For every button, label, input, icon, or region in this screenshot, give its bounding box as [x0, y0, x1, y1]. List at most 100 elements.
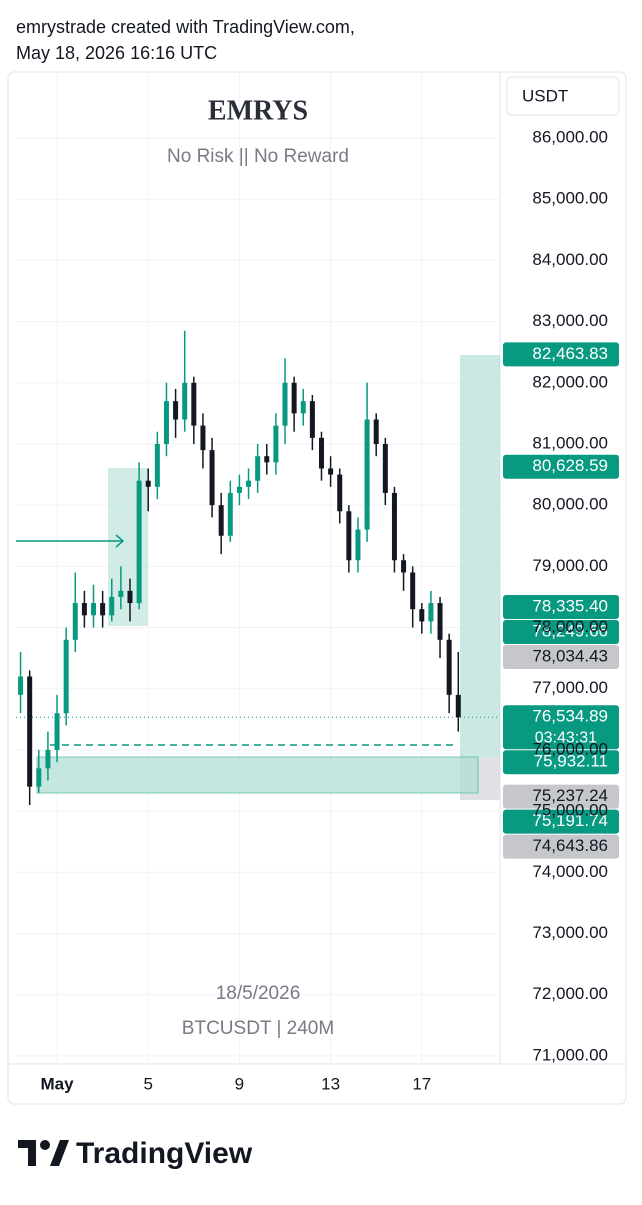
- watermark: BTCUSDT | 240M: [182, 1018, 334, 1039]
- y-tick-label: 78,000.00: [532, 617, 608, 636]
- watermark: 18/5/2026: [216, 983, 301, 1004]
- candle-body: [72, 603, 78, 640]
- candle-body: [246, 480, 252, 487]
- candle-body: [236, 486, 242, 493]
- x-tick-label: 9: [235, 1074, 244, 1093]
- candle-body: [154, 443, 160, 487]
- y-tick-label: 71,000.00: [532, 1045, 608, 1064]
- candle-body: [182, 382, 188, 420]
- candle-body: [382, 443, 388, 493]
- currency: USDT: [522, 86, 568, 105]
- candle-body: [419, 609, 425, 622]
- y-tick-label: 82,000.00: [532, 372, 608, 391]
- price-labels: 82,463.8380,628.5978,335.4078,249.6678,0…: [503, 342, 619, 859]
- x-tick-label: 5: [143, 1074, 152, 1093]
- candle-body: [54, 713, 60, 750]
- candle-body: [364, 419, 370, 530]
- price-label: 78,249.66: [532, 622, 608, 641]
- candle-body: [45, 749, 51, 769]
- candle-body: [309, 401, 315, 438]
- candles: [16, 330, 500, 806]
- candle-body: [18, 676, 24, 695]
- candle-body: [109, 596, 115, 616]
- header-line: emrystrade created with TradingView.com,: [16, 17, 355, 37]
- price-label: 75,932.11: [534, 752, 608, 771]
- demand-zone: [36, 756, 479, 794]
- candle-body: [227, 492, 233, 536]
- y-tick-label: 80,000.00: [532, 495, 608, 514]
- candle-body: [300, 401, 306, 414]
- candle-body: [401, 560, 407, 573]
- candle-body: [209, 450, 215, 506]
- candle-body: [318, 437, 324, 469]
- candle-body: [428, 603, 434, 622]
- candle-body: [437, 603, 443, 640]
- candle-body: [255, 456, 261, 481]
- candle-body: [27, 676, 33, 787]
- candle-body: [346, 511, 352, 561]
- candle-body: [391, 492, 397, 561]
- price-label-box: [503, 784, 619, 809]
- price-label-box: [503, 620, 619, 645]
- price-label-box: [503, 809, 619, 834]
- candle-body: [410, 572, 416, 610]
- candle-body: [218, 505, 224, 536]
- candle-body: [173, 401, 179, 420]
- candle-body: [145, 480, 151, 487]
- price-label-box: [503, 750, 619, 775]
- countdown: 03:43:31: [535, 729, 597, 746]
- candle-body: [63, 639, 69, 714]
- currency-box: [506, 76, 620, 116]
- candle-body: [455, 694, 461, 718]
- candle-body: [191, 382, 197, 426]
- candle-body: [446, 639, 452, 695]
- y-tick-label: 76,000.00: [532, 739, 608, 758]
- x-tick-label: 13: [321, 1074, 340, 1093]
- price-label-box: [503, 834, 619, 859]
- arrow-head: [115, 534, 125, 548]
- candle-body: [118, 590, 124, 597]
- candle-body: [373, 419, 379, 444]
- candle-body: [328, 468, 334, 475]
- candle-body: [337, 474, 343, 512]
- candle-body: [91, 603, 97, 616]
- candle-body: [282, 382, 288, 426]
- chart-title: EMRYS: [208, 95, 308, 126]
- grid: [16, 72, 500, 1064]
- y-tick-label: 75,000.00: [532, 801, 608, 820]
- candle-body: [291, 382, 297, 414]
- price-label-box: [503, 342, 619, 367]
- y-tick-label: 81,000.00: [532, 433, 608, 452]
- price-label: 78,034.43: [532, 647, 608, 666]
- y-tick-label: 77,000.00: [532, 678, 608, 697]
- price-label-box: [503, 454, 619, 479]
- y-tick-label: 85,000.00: [532, 189, 608, 208]
- price-label: 75,237.24: [532, 786, 608, 805]
- x-tick-label: May: [40, 1074, 74, 1093]
- candle-body: [163, 401, 169, 444]
- y-tick-label: 84,000.00: [532, 250, 608, 269]
- candle-body: [355, 529, 361, 561]
- y-tick-label: 86,000.00: [532, 128, 608, 147]
- candle-body: [81, 603, 87, 616]
- candle-body: [200, 425, 206, 451]
- target-zone: [460, 355, 500, 757]
- candle-body: [127, 590, 133, 604]
- price-label: 76,534.89: [532, 707, 608, 726]
- price-label-box: [503, 705, 619, 750]
- price-label-box: [503, 595, 619, 620]
- frame: [7, 71, 627, 1105]
- price-label: 78,335.40: [532, 597, 608, 616]
- chart-subtitle: No Risk || No Reward: [167, 146, 349, 167]
- y-tick-label: 72,000.00: [532, 984, 608, 1003]
- candle-body: [36, 768, 42, 787]
- brand: TradingView: [76, 1137, 253, 1170]
- y-tick-label: 83,000.00: [532, 311, 608, 330]
- price-label: 80,628.59: [532, 456, 608, 475]
- price-label: 74,643.86: [532, 836, 608, 855]
- y-tick-label: 79,000.00: [532, 556, 608, 575]
- candle-body: [264, 456, 270, 463]
- candle-body: [273, 425, 279, 463]
